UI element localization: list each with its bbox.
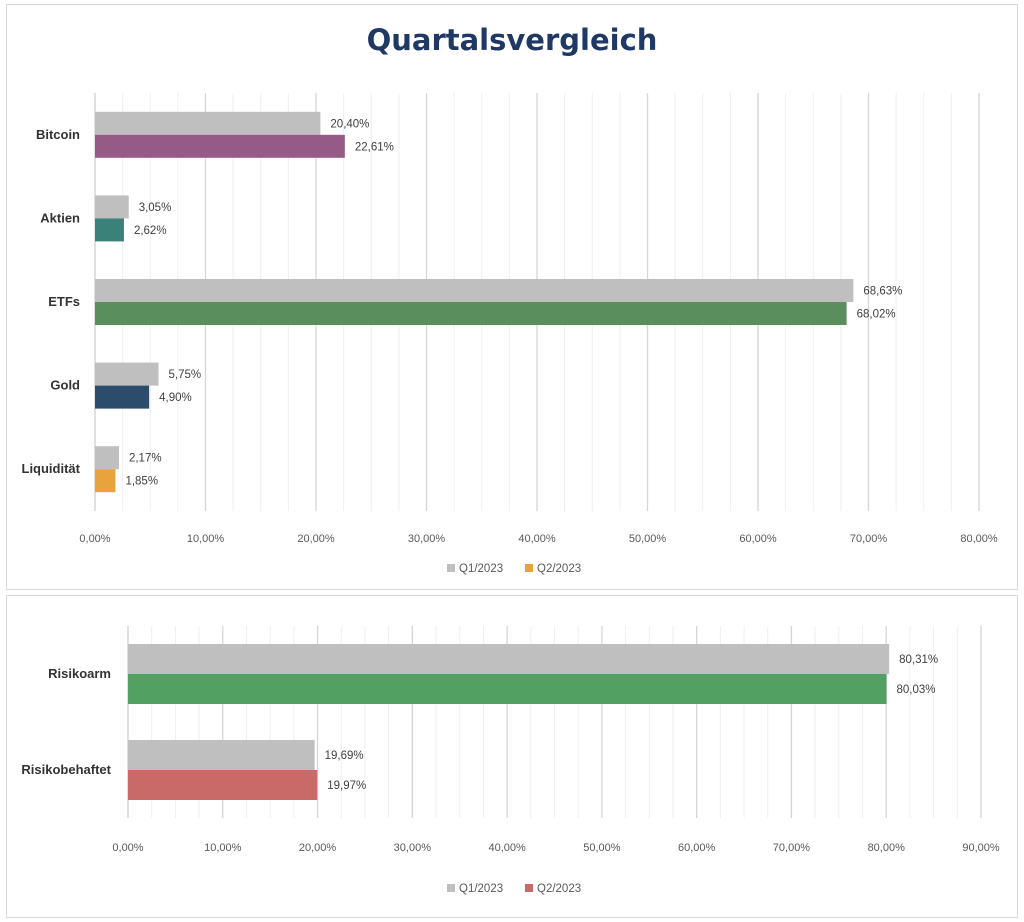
x-tick-label: 50,00% xyxy=(629,533,667,545)
legend-swatch xyxy=(447,564,455,572)
chart-title: Quartalsvergleich xyxy=(366,23,658,57)
bar-q1 xyxy=(128,644,890,674)
data-label-q2: 68,02% xyxy=(857,309,896,321)
data-label-q2: 4,90% xyxy=(159,392,192,404)
data-label-q1: 5,75% xyxy=(169,369,202,381)
data-label-q1: 68,63% xyxy=(863,286,902,298)
x-tick-label: 80,00% xyxy=(960,533,998,545)
bar-q2 xyxy=(95,385,150,409)
x-tick-label: 30,00% xyxy=(394,842,432,854)
legend-swatch xyxy=(525,884,533,892)
x-tick-label: 20,00% xyxy=(297,533,335,545)
bar-q1 xyxy=(95,446,119,470)
x-tick-label: 30,00% xyxy=(408,533,446,545)
category-label: Risikoarm xyxy=(48,666,111,681)
data-label-q2: 1,85% xyxy=(125,476,158,488)
category-label: ETFs xyxy=(48,294,80,309)
x-tick-label: 80,00% xyxy=(868,842,906,854)
x-tick-label: 50,00% xyxy=(583,842,621,854)
legend-label: Q1/2023 xyxy=(459,563,503,575)
bar-q2 xyxy=(95,302,847,325)
bar-q1 xyxy=(95,195,129,219)
data-label-q2: 19,97% xyxy=(327,780,366,792)
data-label-q2: 80,03% xyxy=(897,684,936,696)
category-label: Aktien xyxy=(40,210,80,225)
x-tick-label: 60,00% xyxy=(739,533,777,545)
chart-panel-risk: 0,00% 10,00% 20,00% 30,00% 40,00% 50,00% 60,00… xyxy=(6,595,1018,918)
legend-label: Q1/2023 xyxy=(459,883,503,895)
x-tick-label: 40,00% xyxy=(488,842,526,854)
x-tick-label: 90,00% xyxy=(962,842,1000,854)
category-label: Gold xyxy=(50,378,80,393)
bar-q1 xyxy=(95,279,854,302)
bar-chart-risk: 0,00% 10,00% 20,00% 30,00% 40,00% 50,00% 60,00… xyxy=(21,626,1000,895)
x-tick-label: 10,00% xyxy=(187,533,225,545)
data-label-q1: 19,69% xyxy=(325,750,364,762)
category-label: Liquidität xyxy=(22,461,81,476)
x-tick-label: 10,00% xyxy=(204,842,242,854)
bar-q2 xyxy=(95,134,345,158)
x-tick-label: 40,00% xyxy=(518,533,556,545)
data-label-q2: 22,61% xyxy=(355,141,394,153)
x-tick-label: 0,00% xyxy=(79,533,110,545)
x-tick-label: 0,00% xyxy=(112,842,143,854)
data-label-q1: 80,31% xyxy=(899,654,938,666)
x-tick-label: 70,00% xyxy=(773,842,811,854)
legend-swatch xyxy=(447,884,455,892)
data-label-q1: 2,17% xyxy=(129,453,162,465)
category-label: Risikobehaftet xyxy=(21,762,111,777)
data-label-q1: 20,40% xyxy=(330,118,369,130)
x-tick-label: 70,00% xyxy=(850,533,888,545)
chart-panel-quartalsvergleich: Quartalsvergleich 0,00% 10,00% 20,00% 30,00… xyxy=(6,4,1018,590)
x-tick-label: 60,00% xyxy=(678,842,716,854)
data-label-q1: 3,05% xyxy=(139,202,172,214)
category-label: Bitcoin xyxy=(36,127,80,142)
data-label-q2: 2,62% xyxy=(134,225,167,237)
legend-label: Q2/2023 xyxy=(537,563,581,575)
bar-q1 xyxy=(128,740,315,770)
bar-q1 xyxy=(95,111,321,135)
x-tick-label: 20,00% xyxy=(299,842,337,854)
bar-q2 xyxy=(128,770,318,800)
legend-swatch xyxy=(525,564,533,572)
bar-q1 xyxy=(95,362,159,386)
legend-label: Q2/2023 xyxy=(537,883,581,895)
bar-chart-assets: 0,00% 10,00% 20,00% 30,00% 40,00% 50,00% 60,00… xyxy=(22,93,998,575)
bar-q2 xyxy=(95,218,124,242)
bar-q2 xyxy=(128,674,887,704)
bar-q2 xyxy=(95,469,116,493)
